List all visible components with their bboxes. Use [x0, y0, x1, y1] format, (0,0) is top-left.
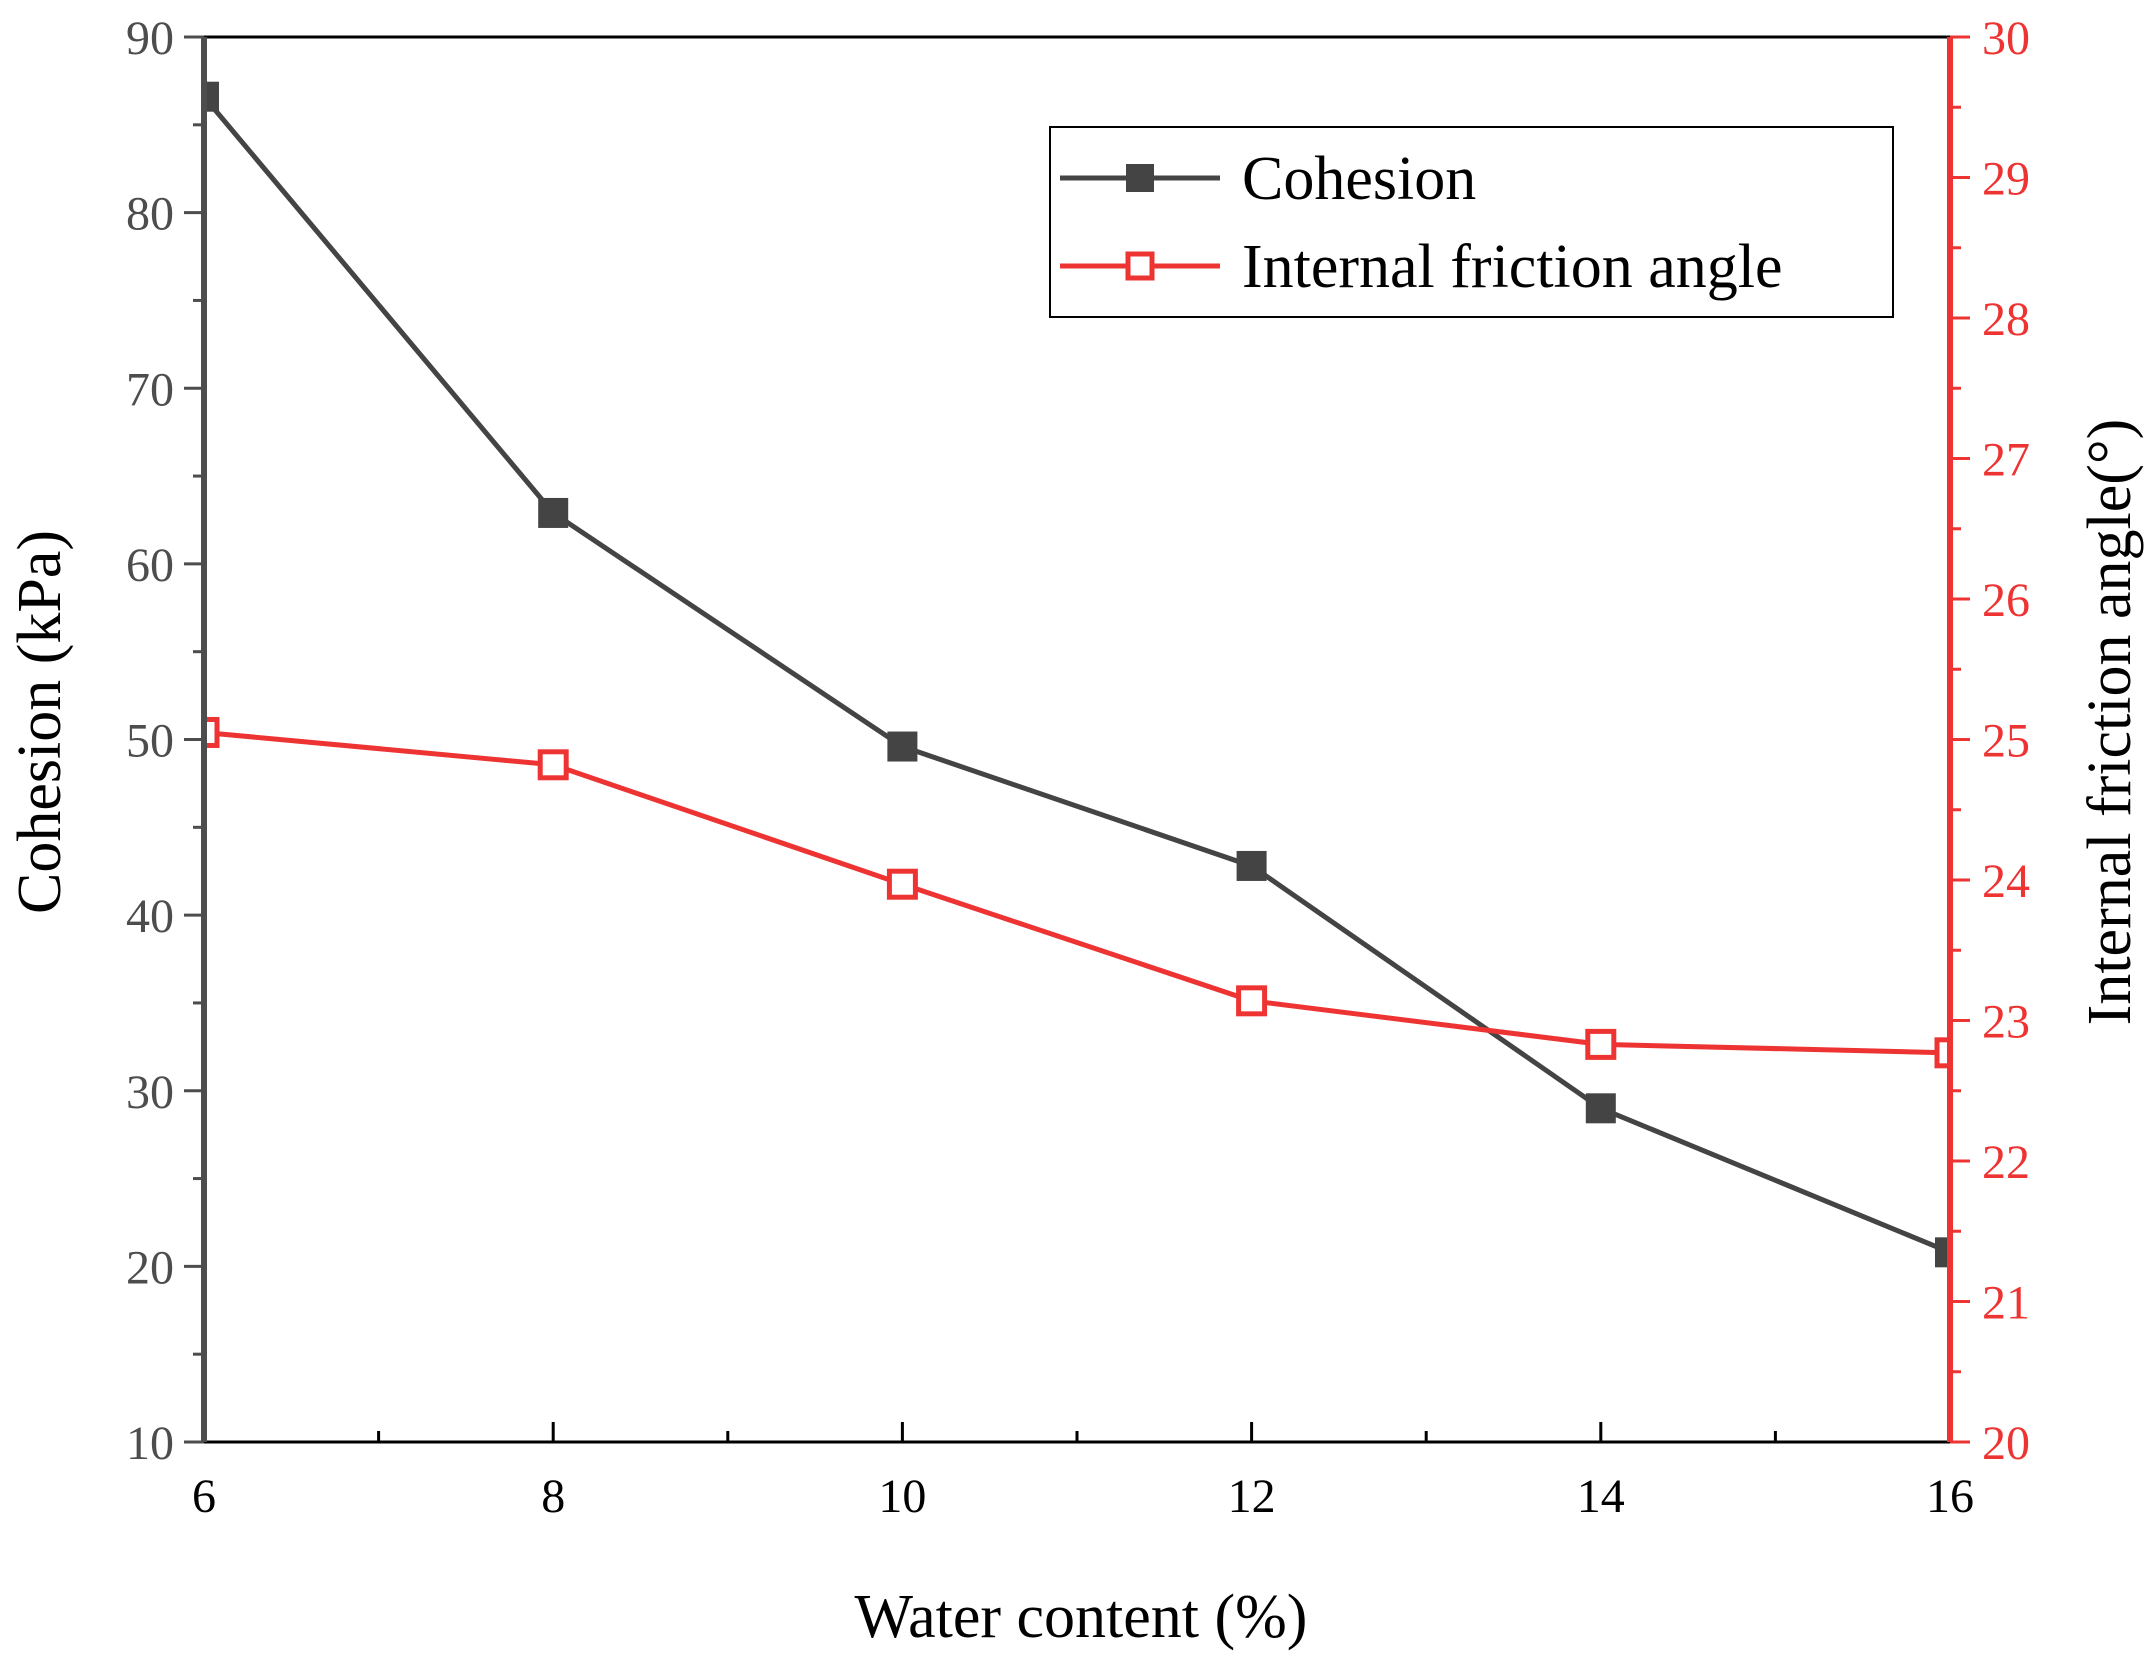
y-right-tick-label: 28: [1982, 293, 2030, 346]
y-left-tick-label: 20: [126, 1241, 174, 1294]
legend-label-friction-angle: Internal friction angle: [1242, 233, 1783, 301]
x-tick-label: 12: [1228, 1470, 1276, 1523]
legend: Cohesion Internal friction angle: [1049, 126, 1894, 318]
y-right-tick-label: 26: [1982, 574, 2030, 627]
y-right-tick-label: 22: [1982, 1136, 2030, 1189]
y-axis-right-title: Internal friction angle(°): [2076, 419, 2144, 1026]
y-right-tick-label: 23: [1982, 996, 2030, 1049]
y-left-tick-label: 10: [126, 1417, 174, 1470]
legend-marker-friction-angle: [1125, 251, 1155, 281]
x-tick-label: 6: [192, 1470, 216, 1523]
series-line-cohesion: [204, 95, 1950, 1255]
data-point-cohesion: [538, 497, 569, 528]
y-right-tick-label: 29: [1982, 153, 2030, 206]
y-right-tick-label: 21: [1982, 1277, 2030, 1330]
data-point-internal-friction-angle: [1585, 1028, 1617, 1060]
x-tick-label: 10: [878, 1470, 926, 1523]
frame-layer: [201, 35, 1953, 1444]
series-markers-cohesion: [204, 81, 1950, 1268]
x-tick-label: 16: [1926, 1470, 1974, 1523]
series-line-internal-friction-angle: [204, 729, 1950, 1056]
y-left-tick-label: 80: [126, 188, 174, 241]
data-point-internal-friction-angle: [204, 716, 220, 748]
ticks-layer: 6 8 10 12 14 16 10 20 30 40 50 60 70 80 90 20 21 22 23 24 25…: [126, 12, 2030, 1523]
legend-marker-cohesion: [1126, 164, 1154, 192]
data-point-cohesion: [204, 81, 219, 112]
x-axis-title: Water content (%): [855, 1583, 1308, 1651]
y-right-tick-label: 25: [1982, 715, 2030, 768]
legend-label-cohesion: Cohesion: [1242, 145, 1476, 213]
y-axis-left-title: Cohesion (kPa): [6, 530, 74, 914]
y-left-tick-label: 60: [126, 539, 174, 592]
y-left-tick-label: 70: [126, 363, 174, 416]
data-point-cohesion: [1236, 850, 1267, 881]
data-point-internal-friction-angle: [537, 749, 569, 781]
data-point-internal-friction-angle: [1236, 985, 1268, 1017]
y-left-tick-label: 90: [126, 12, 174, 65]
y-left-tick-label: 50: [126, 715, 174, 768]
x-tick-label: 8: [541, 1470, 565, 1523]
y-right-tick-label: 20: [1982, 1417, 2030, 1470]
data-point-cohesion: [1935, 1237, 1950, 1268]
legend-box: [1049, 126, 1894, 318]
data-point-cohesion: [1585, 1093, 1616, 1124]
y-right-tick-label: 27: [1982, 434, 2030, 487]
data-point-internal-friction-angle: [1934, 1037, 1950, 1069]
series-markers-internal-friction-angle: [204, 716, 1950, 1069]
y-left-tick-label: 40: [126, 890, 174, 943]
y-left-tick-label: 30: [126, 1066, 174, 1119]
x-tick-label: 14: [1577, 1470, 1625, 1523]
series-layer: [204, 81, 1950, 1268]
data-point-cohesion: [887, 731, 918, 762]
y-right-tick-label: 24: [1982, 855, 2030, 908]
y-right-tick-label: 30: [1982, 12, 2030, 65]
data-point-internal-friction-angle: [886, 868, 918, 900]
